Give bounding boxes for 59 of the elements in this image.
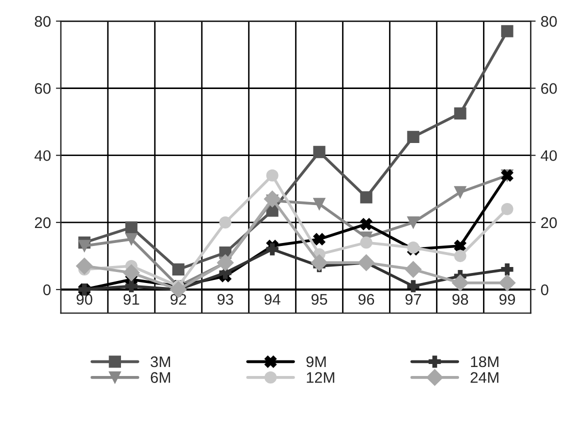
y2-tick-label: 0: [541, 284, 548, 296]
y2-tick-label: 20: [541, 217, 557, 228]
point: [454, 250, 466, 262]
point: [122, 264, 140, 282]
point: [76, 258, 93, 274]
point: [407, 216, 420, 229]
x-tick-label: 92: [170, 294, 186, 305]
point: [219, 216, 232, 229]
point: [501, 202, 514, 216]
point: [310, 254, 328, 272]
legend-label: 24M: [470, 372, 498, 383]
x-tick-label: 99: [499, 294, 515, 305]
legend-label: 6M: [150, 372, 170, 383]
point: [360, 236, 372, 249]
x-tick-label: 96: [358, 294, 374, 305]
y-tick-label: 40: [34, 150, 51, 162]
legend-label: 3M: [150, 356, 170, 368]
legend-label: 9M: [306, 356, 326, 368]
point: [360, 218, 372, 230]
y2-tick-label: 60: [541, 83, 557, 94]
y-tick-label: 60: [34, 83, 51, 94]
point: [452, 274, 469, 292]
point: [454, 186, 466, 198]
point: [407, 130, 420, 143]
point: [498, 274, 516, 292]
point: [216, 254, 234, 272]
y-tick-label: 80: [34, 16, 51, 27]
y-tick-label: 0: [43, 284, 51, 296]
x-tick-label: 93: [218, 294, 234, 305]
point: [501, 263, 514, 276]
point: [266, 169, 278, 182]
point: [125, 233, 138, 246]
x-tick-label: 91: [124, 294, 140, 305]
x-tick-label: 90: [76, 294, 92, 305]
x-tick-label: 98: [452, 294, 468, 305]
point: [454, 107, 466, 120]
point: [501, 25, 514, 38]
point: [264, 190, 281, 208]
x-tick-label: 94: [264, 294, 280, 305]
x-tick-label: 97: [405, 294, 421, 305]
y2-tick-label: 40: [540, 150, 557, 162]
point: [313, 198, 326, 210]
point: [360, 191, 372, 204]
legend-label: 18M: [471, 356, 498, 368]
point: [358, 254, 375, 272]
y2-tick-label: 80: [541, 16, 557, 27]
point: [125, 280, 138, 292]
point: [125, 221, 138, 234]
point: [266, 243, 278, 256]
point: [407, 280, 420, 292]
point: [313, 146, 326, 158]
point: [172, 263, 184, 276]
point: [404, 261, 422, 278]
point: [313, 233, 326, 246]
y-tick-label: 20: [34, 217, 51, 228]
point: [454, 240, 466, 252]
legend-label: 12M: [306, 372, 334, 383]
point: [78, 240, 90, 252]
x-tick-label: 95: [312, 294, 328, 305]
